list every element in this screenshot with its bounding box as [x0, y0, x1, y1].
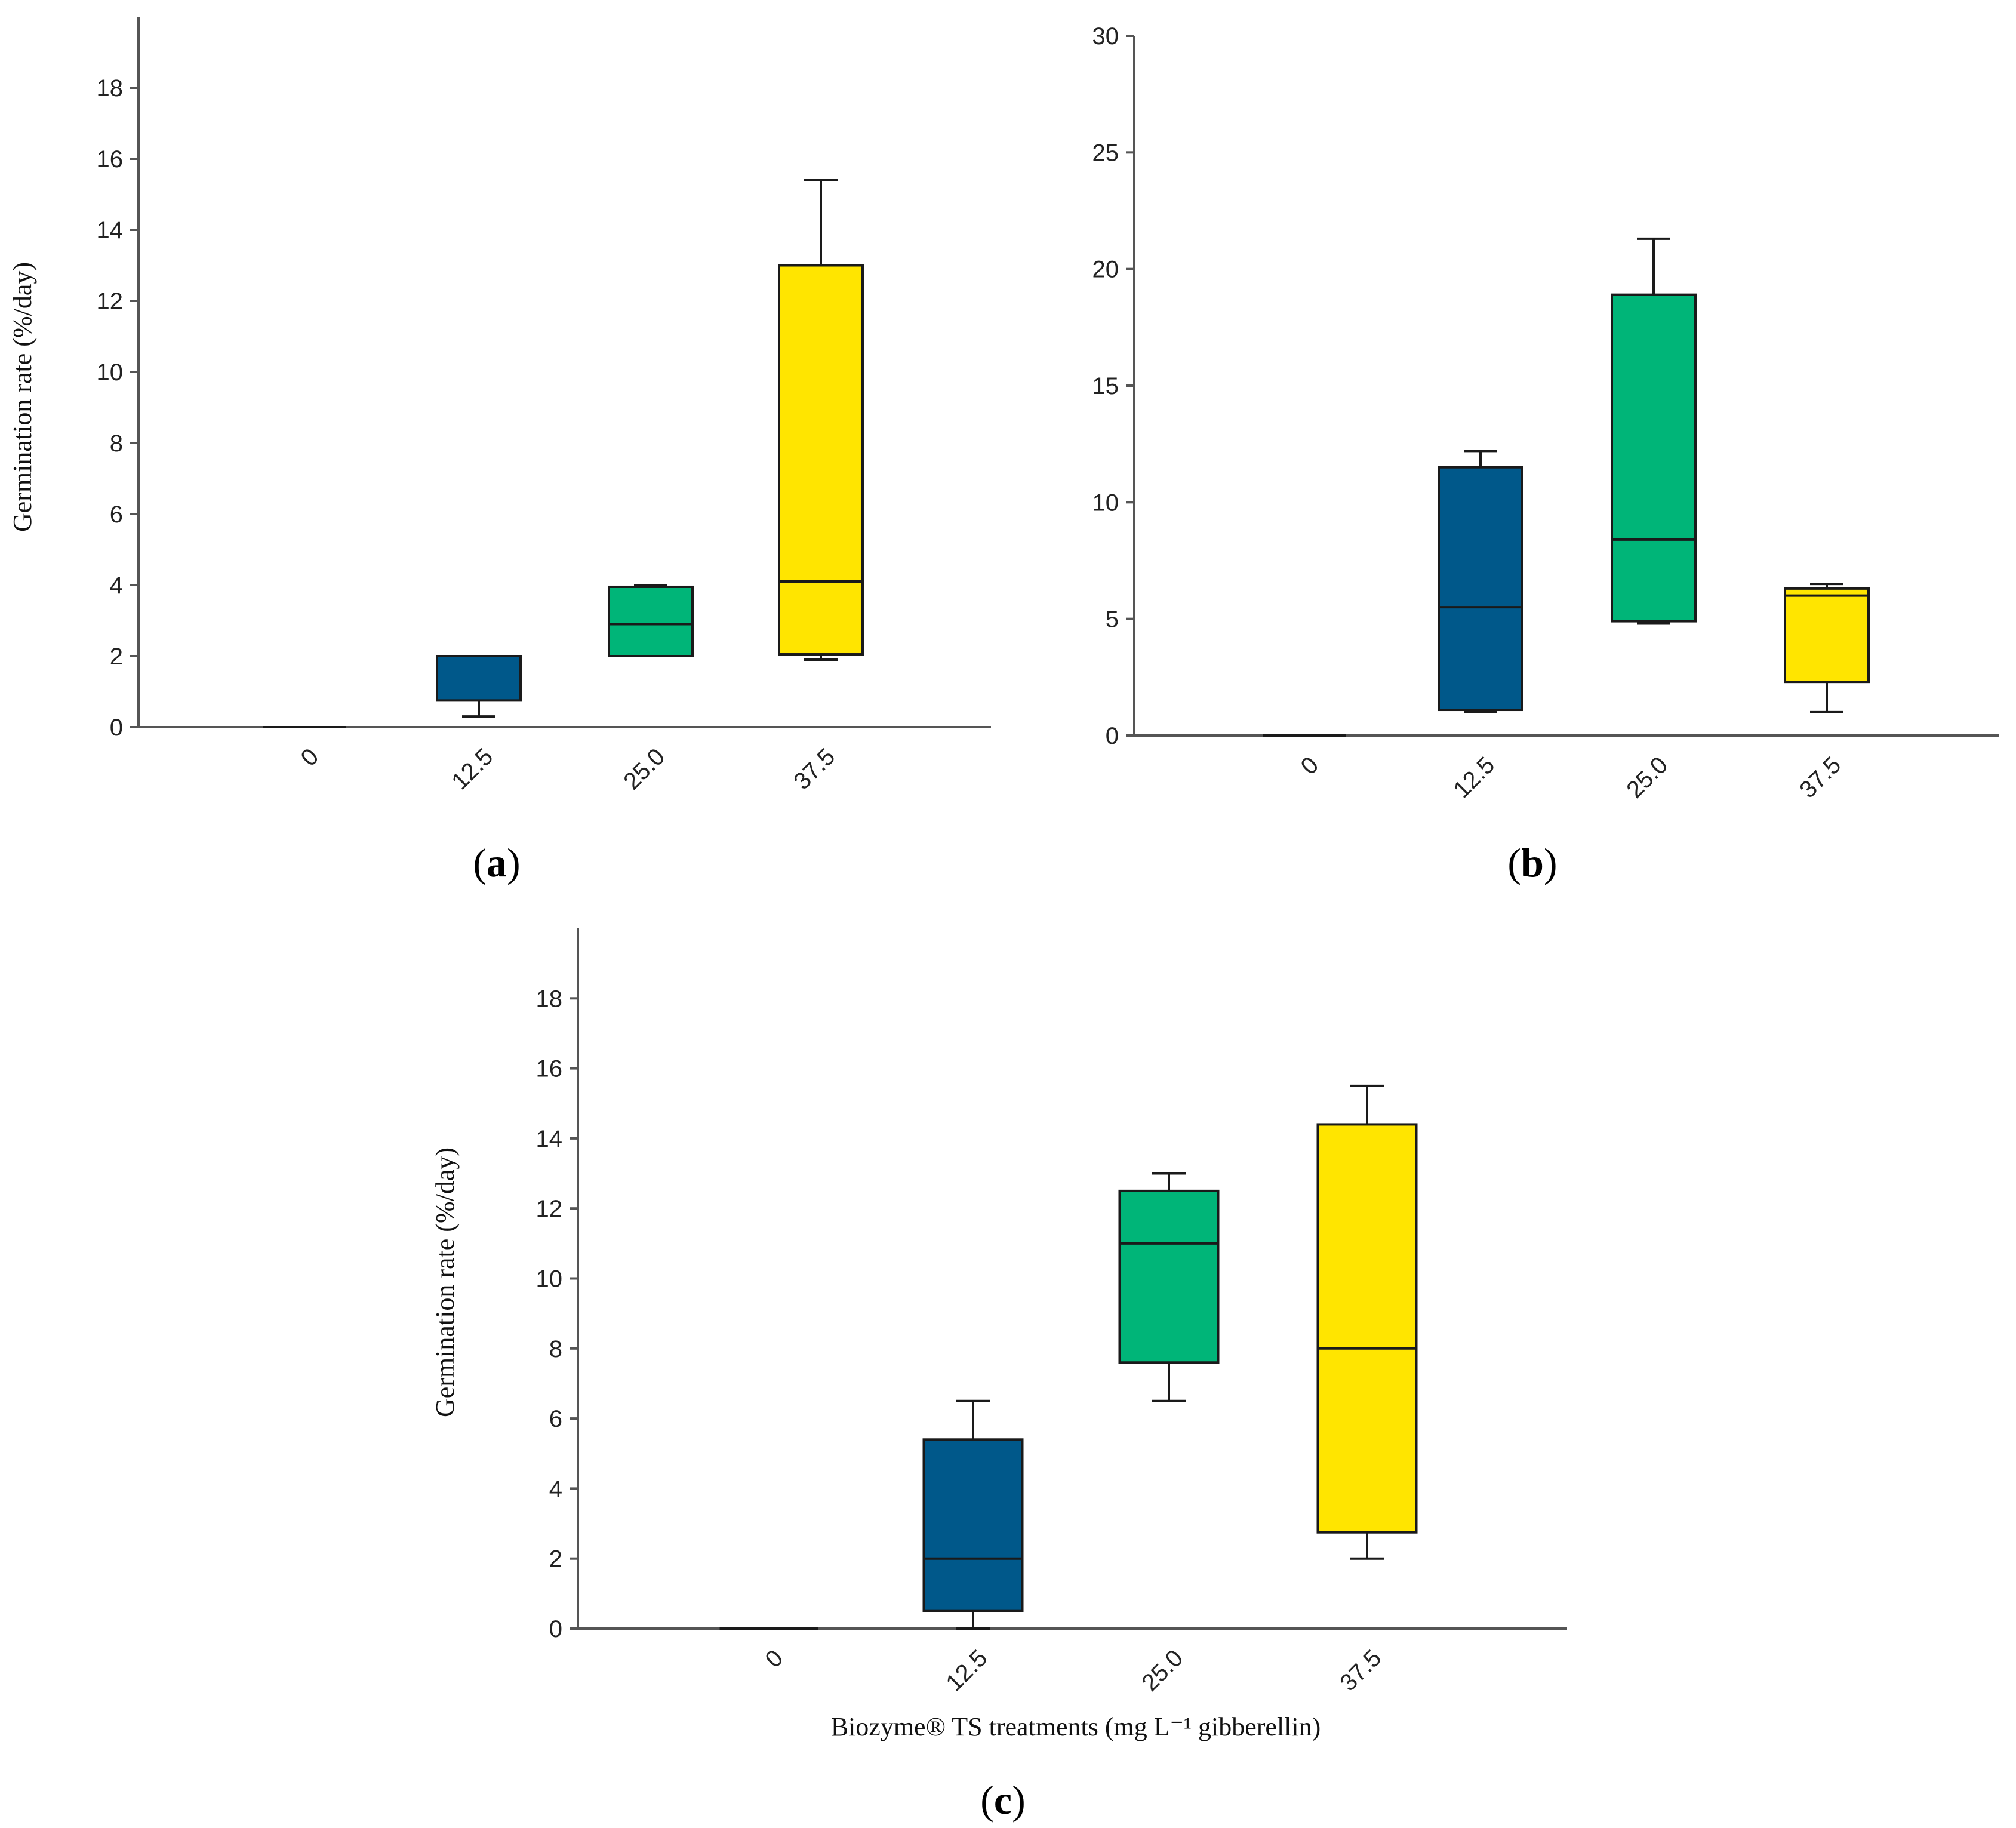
- x-tick-label-c-2: 25.0: [1137, 1645, 1188, 1696]
- x-tick-label-b-2: 25.0: [1621, 752, 1673, 803]
- y-tick-label-c-0: 0: [549, 1616, 562, 1642]
- y-tick-label-c-14: 14: [536, 1126, 563, 1152]
- panel-label-a-letter: a: [487, 840, 507, 885]
- y-tick-label-a-10: 10: [97, 359, 124, 386]
- y-tick-label-c-18: 18: [536, 986, 563, 1012]
- y-tick-label-a-14: 14: [97, 217, 124, 244]
- box-a-2: [608, 585, 694, 657]
- y-tick-label-c-16: 16: [536, 1056, 563, 1082]
- panel-label-a: (a): [473, 840, 520, 885]
- y-axis-title-c: Germination rate (%/day): [430, 1147, 460, 1417]
- y-tick-label-b-25: 25: [1092, 140, 1119, 166]
- box-a-1: [436, 655, 522, 702]
- x-tick-label-a-0: 0: [296, 743, 324, 771]
- x-tick-label-b-3: 37.5: [1795, 752, 1846, 803]
- y-tick-label-a-6: 6: [110, 501, 123, 528]
- y-tick-label-b-15: 15: [1092, 373, 1119, 399]
- x-axis-title-c: Biozyme® TS treatments (mg L⁻¹ gibberell…: [831, 1712, 1321, 1741]
- chart-panel-c: Germination rate (%/day) Biozyme® TS tre…: [430, 928, 1567, 1823]
- x-tick-label-b-0: 0: [1296, 752, 1324, 780]
- box-c-3: [1316, 1123, 1418, 1534]
- x-tick-label-c-1: 12.5: [941, 1645, 992, 1696]
- box-c-1: [922, 1438, 1024, 1612]
- y-tick-label-a-4: 4: [110, 573, 123, 599]
- y-tick-label-a-12: 12: [97, 288, 124, 315]
- y-tick-label-a-2: 2: [110, 644, 123, 670]
- y-tick-label-c-2: 2: [549, 1546, 562, 1572]
- y-tick-label-b-10: 10: [1092, 490, 1119, 516]
- y-tick-label-b-0: 0: [1106, 723, 1119, 749]
- box-b-1: [1438, 466, 1523, 712]
- panel-label-c-letter: c: [994, 1777, 1012, 1823]
- y-tick-label-c-8: 8: [549, 1336, 562, 1362]
- x-tick-label-b-1: 12.5: [1448, 752, 1500, 803]
- y-tick-label-b-20: 20: [1092, 257, 1119, 283]
- x-tick-label-a-1: 12.5: [447, 743, 498, 795]
- y-tick-label-c-6: 6: [549, 1406, 562, 1432]
- x-tick-label-a-2: 25.0: [618, 743, 670, 795]
- box-b-3: [1784, 587, 1870, 684]
- y-tick-label-c-12: 12: [536, 1196, 563, 1222]
- box-c-2: [1118, 1189, 1220, 1364]
- box-b-2: [1611, 293, 1697, 623]
- y-tick-label-a-8: 8: [110, 430, 123, 457]
- y-axis-title-a: Germination rate (%/day): [8, 262, 37, 532]
- x-tick-label-c-3: 37.5: [1335, 1645, 1386, 1696]
- y-tick-label-a-0: 0: [110, 715, 123, 741]
- x-tick-label-a-3: 37.5: [789, 743, 840, 795]
- x-tick-label-c-0: 0: [761, 1645, 789, 1673]
- y-tick-label-b-5: 5: [1106, 607, 1119, 633]
- y-tick-label-b-30: 30: [1092, 23, 1119, 50]
- y-tick-label-c-4: 4: [549, 1476, 562, 1502]
- panel-label-b-letter: b: [1521, 840, 1544, 885]
- box-a-3: [778, 264, 864, 656]
- panel-label-b: (b): [1507, 840, 1557, 885]
- chart-panel-a: Germination rate (%/day) (a) 0 2 4 6 8 10 12 14…: [8, 17, 991, 885]
- y-tick-label-c-10: 10: [536, 1266, 563, 1292]
- chart-panel-b: (b) 0 5 10 15 20 25 30 0 12.5 25.0 37.5: [1092, 23, 1999, 885]
- panel-label-c: (c): [980, 1777, 1026, 1823]
- y-tick-label-a-16: 16: [97, 146, 124, 173]
- y-tick-label-a-18: 18: [97, 75, 124, 101]
